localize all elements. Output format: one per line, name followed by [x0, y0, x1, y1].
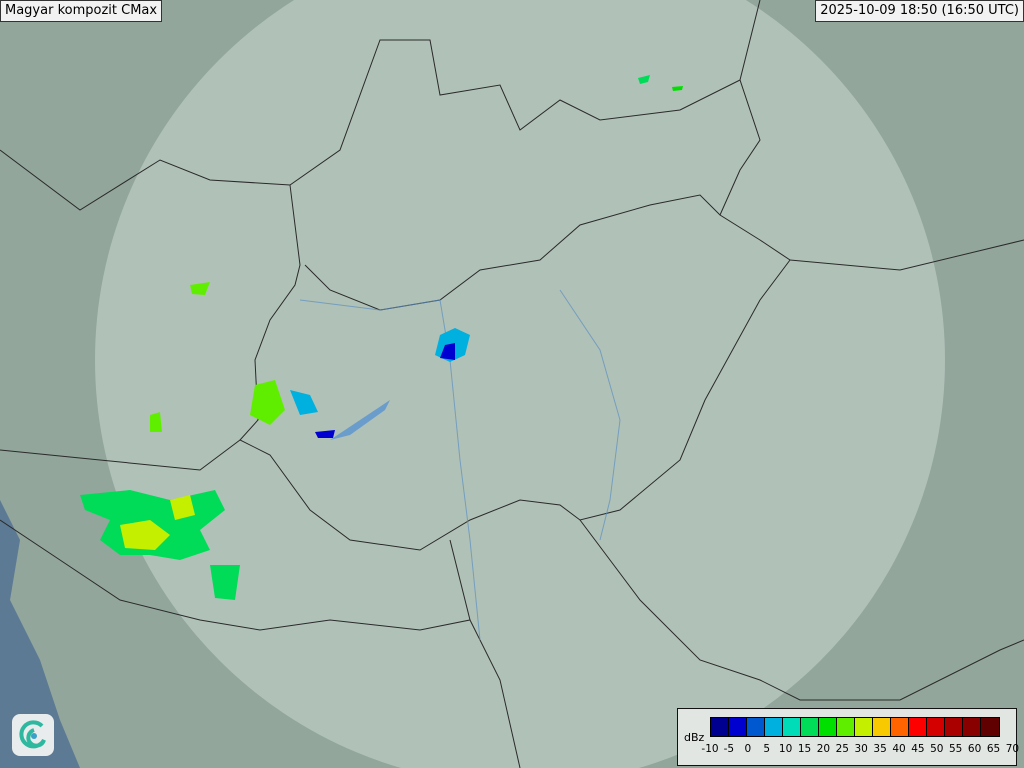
legend-tick-label: 0	[744, 743, 752, 755]
legend-swatch	[873, 718, 891, 736]
legend-tick-label: 70	[1005, 743, 1020, 755]
adriatic-sea	[0, 500, 80, 768]
legend-tick-label: 20	[816, 743, 831, 755]
legend-swatch	[783, 718, 801, 736]
legend-tick-label: -10	[701, 743, 719, 755]
legend-swatch	[909, 718, 927, 736]
legend-swatch	[945, 718, 963, 736]
radar-echoes	[80, 75, 683, 600]
timestamp: 2025-10-09 18:50 (16:50 UTC)	[815, 0, 1024, 22]
legend-color-bar	[710, 717, 1000, 737]
legend-tick-label: 25	[835, 743, 849, 755]
lake-balaton	[330, 400, 390, 440]
legend-ticks: -10 -5 0 5 10 15 20 25 30 35 40 45 50 55 60 65 70	[698, 741, 1022, 761]
legend-swatch	[819, 718, 837, 736]
legend-swatch	[801, 718, 819, 736]
legend-tick-label: 5	[763, 743, 771, 755]
legend-swatch	[711, 718, 729, 736]
legend-swatch	[927, 718, 945, 736]
legend-tick-label: 55	[949, 743, 963, 755]
legend-tick-label: 10	[778, 743, 793, 755]
hungary-border	[239, 184, 791, 551]
legend-swatch	[891, 718, 909, 736]
legend-unit: dBz	[684, 731, 705, 744]
legend-tick-label: 45	[911, 743, 925, 755]
legend-swatch	[981, 718, 999, 736]
legend-tick-label: 65	[986, 743, 1001, 755]
product-title: Magyar kompozit CMax	[0, 0, 163, 22]
legend-tick-label: 40	[892, 743, 906, 755]
legend-tick-label: 35	[873, 743, 887, 755]
legend-tick-label: 30	[854, 743, 868, 755]
legend-tick-label: 15	[797, 743, 812, 755]
legend-tick-label: -5	[723, 743, 735, 755]
legend-swatch	[765, 718, 783, 736]
swirl-logo-icon	[12, 714, 54, 756]
legend-swatch	[729, 718, 747, 736]
legend-tick-label: 60	[967, 743, 982, 755]
legend-tick-label: 50	[930, 743, 944, 755]
legend-swatch	[837, 718, 855, 736]
dbz-legend: dBz -10 -5 0 5 10 15 20 25 30 35 40 45 50 55 60 65 70	[677, 708, 1019, 766]
legend-swatch	[963, 718, 981, 736]
legend-swatch	[747, 718, 765, 736]
radar-coverage-area	[95, 0, 945, 768]
legend-swatch	[855, 718, 873, 736]
